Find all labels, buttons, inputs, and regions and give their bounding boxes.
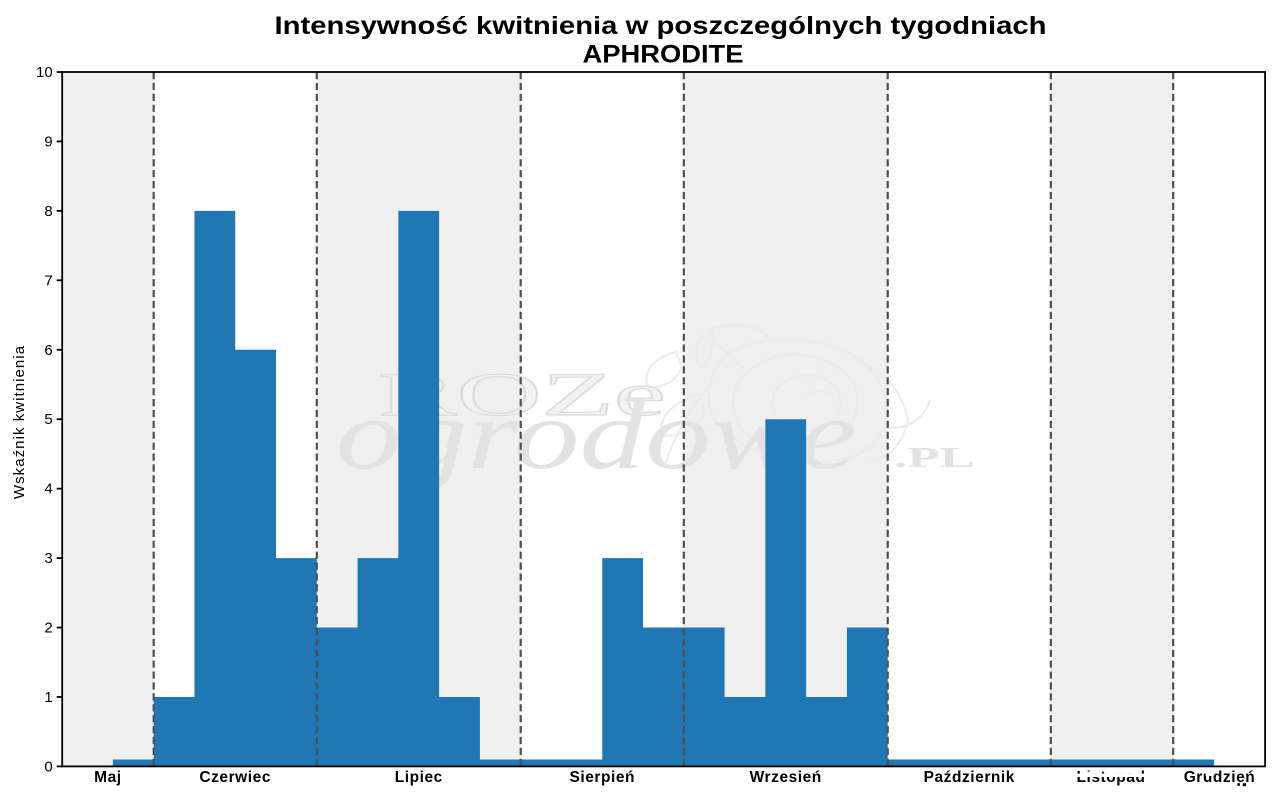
svg-text:5: 5 xyxy=(44,411,52,428)
svg-text:Wskaźnik kwitnienia: Wskaźnik kwitnienia xyxy=(11,345,28,499)
svg-text:Wrzesień: Wrzesień xyxy=(750,769,822,786)
svg-text:1: 1 xyxy=(44,689,52,706)
svg-text:Intensywność kwitnienia w posz: Intensywność kwitnienia w poszczególnych… xyxy=(275,12,1047,40)
svg-text:9: 9 xyxy=(44,133,52,150)
svg-text:Grudzień: Grudzień xyxy=(1184,769,1256,786)
svg-text:2: 2 xyxy=(44,620,52,637)
svg-text:Sierpień: Sierpień xyxy=(569,769,635,786)
svg-text:Październik: Październik xyxy=(924,769,1015,786)
svg-text:Maj: Maj xyxy=(94,769,122,786)
svg-text:0: 0 xyxy=(44,758,52,775)
svg-text:6: 6 xyxy=(44,342,52,359)
svg-text:7: 7 xyxy=(44,272,52,289)
svg-text:APHRODITE: APHRODITE xyxy=(583,41,744,69)
svg-text:Czerwiec: Czerwiec xyxy=(199,769,271,786)
svg-text:.PL: .PL xyxy=(894,442,975,474)
svg-text:10: 10 xyxy=(36,64,53,81)
svg-text:Lipiec: Lipiec xyxy=(395,769,443,786)
svg-text:8: 8 xyxy=(44,203,52,220)
svg-text:4: 4 xyxy=(44,481,52,498)
svg-text:3: 3 xyxy=(44,550,52,567)
svg-text:Listopad: Listopad xyxy=(1077,769,1146,786)
